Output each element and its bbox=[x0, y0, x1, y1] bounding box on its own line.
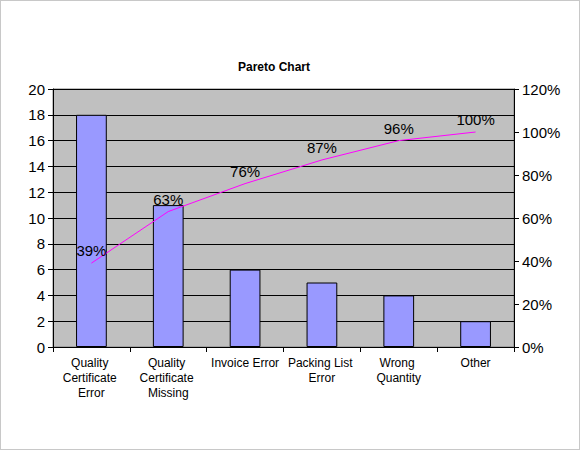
svg-text:14: 14 bbox=[28, 158, 45, 175]
svg-text:Other: Other bbox=[461, 356, 491, 370]
svg-text:8: 8 bbox=[37, 235, 45, 252]
svg-text:20: 20 bbox=[28, 81, 45, 98]
svg-text:Error: Error bbox=[309, 371, 336, 385]
svg-text:4: 4 bbox=[37, 287, 45, 304]
svg-text:20%: 20% bbox=[522, 296, 552, 313]
svg-text:0%: 0% bbox=[522, 339, 544, 356]
svg-text:Wrong: Wrong bbox=[380, 356, 418, 370]
svg-text:Quality: Quality bbox=[148, 356, 189, 370]
svg-text:96%: 96% bbox=[384, 120, 414, 137]
svg-text:Invoice Error: Invoice Error bbox=[211, 356, 279, 370]
svg-text:Certificate: Certificate bbox=[63, 371, 120, 385]
svg-text:100%: 100% bbox=[456, 111, 494, 128]
svg-text:16: 16 bbox=[28, 132, 45, 149]
svg-text:Pareto Chart: Pareto Chart bbox=[238, 60, 310, 74]
svg-text:63%: 63% bbox=[153, 191, 183, 208]
svg-text:120%: 120% bbox=[522, 81, 560, 98]
svg-text:80%: 80% bbox=[522, 167, 552, 184]
svg-text:6: 6 bbox=[37, 261, 45, 278]
svg-text:2: 2 bbox=[37, 313, 45, 330]
svg-text:40%: 40% bbox=[522, 253, 552, 270]
svg-text:12: 12 bbox=[28, 184, 45, 201]
svg-text:76%: 76% bbox=[230, 163, 260, 180]
svg-text:87%: 87% bbox=[307, 139, 337, 156]
svg-text:18: 18 bbox=[28, 106, 45, 123]
svg-text:Quality: Quality bbox=[71, 356, 112, 370]
svg-text:39%: 39% bbox=[76, 242, 106, 259]
svg-text:60%: 60% bbox=[522, 210, 552, 227]
svg-text:0: 0 bbox=[37, 339, 45, 356]
svg-text:Missing: Missing bbox=[148, 386, 189, 400]
svg-text:100%: 100% bbox=[522, 124, 560, 141]
svg-text:Error: Error bbox=[78, 386, 105, 400]
svg-text:Packing List: Packing List bbox=[288, 356, 356, 370]
svg-text:Quantity: Quantity bbox=[376, 371, 421, 385]
svg-text:10: 10 bbox=[28, 210, 45, 227]
svg-text:Certificate: Certificate bbox=[140, 371, 197, 385]
